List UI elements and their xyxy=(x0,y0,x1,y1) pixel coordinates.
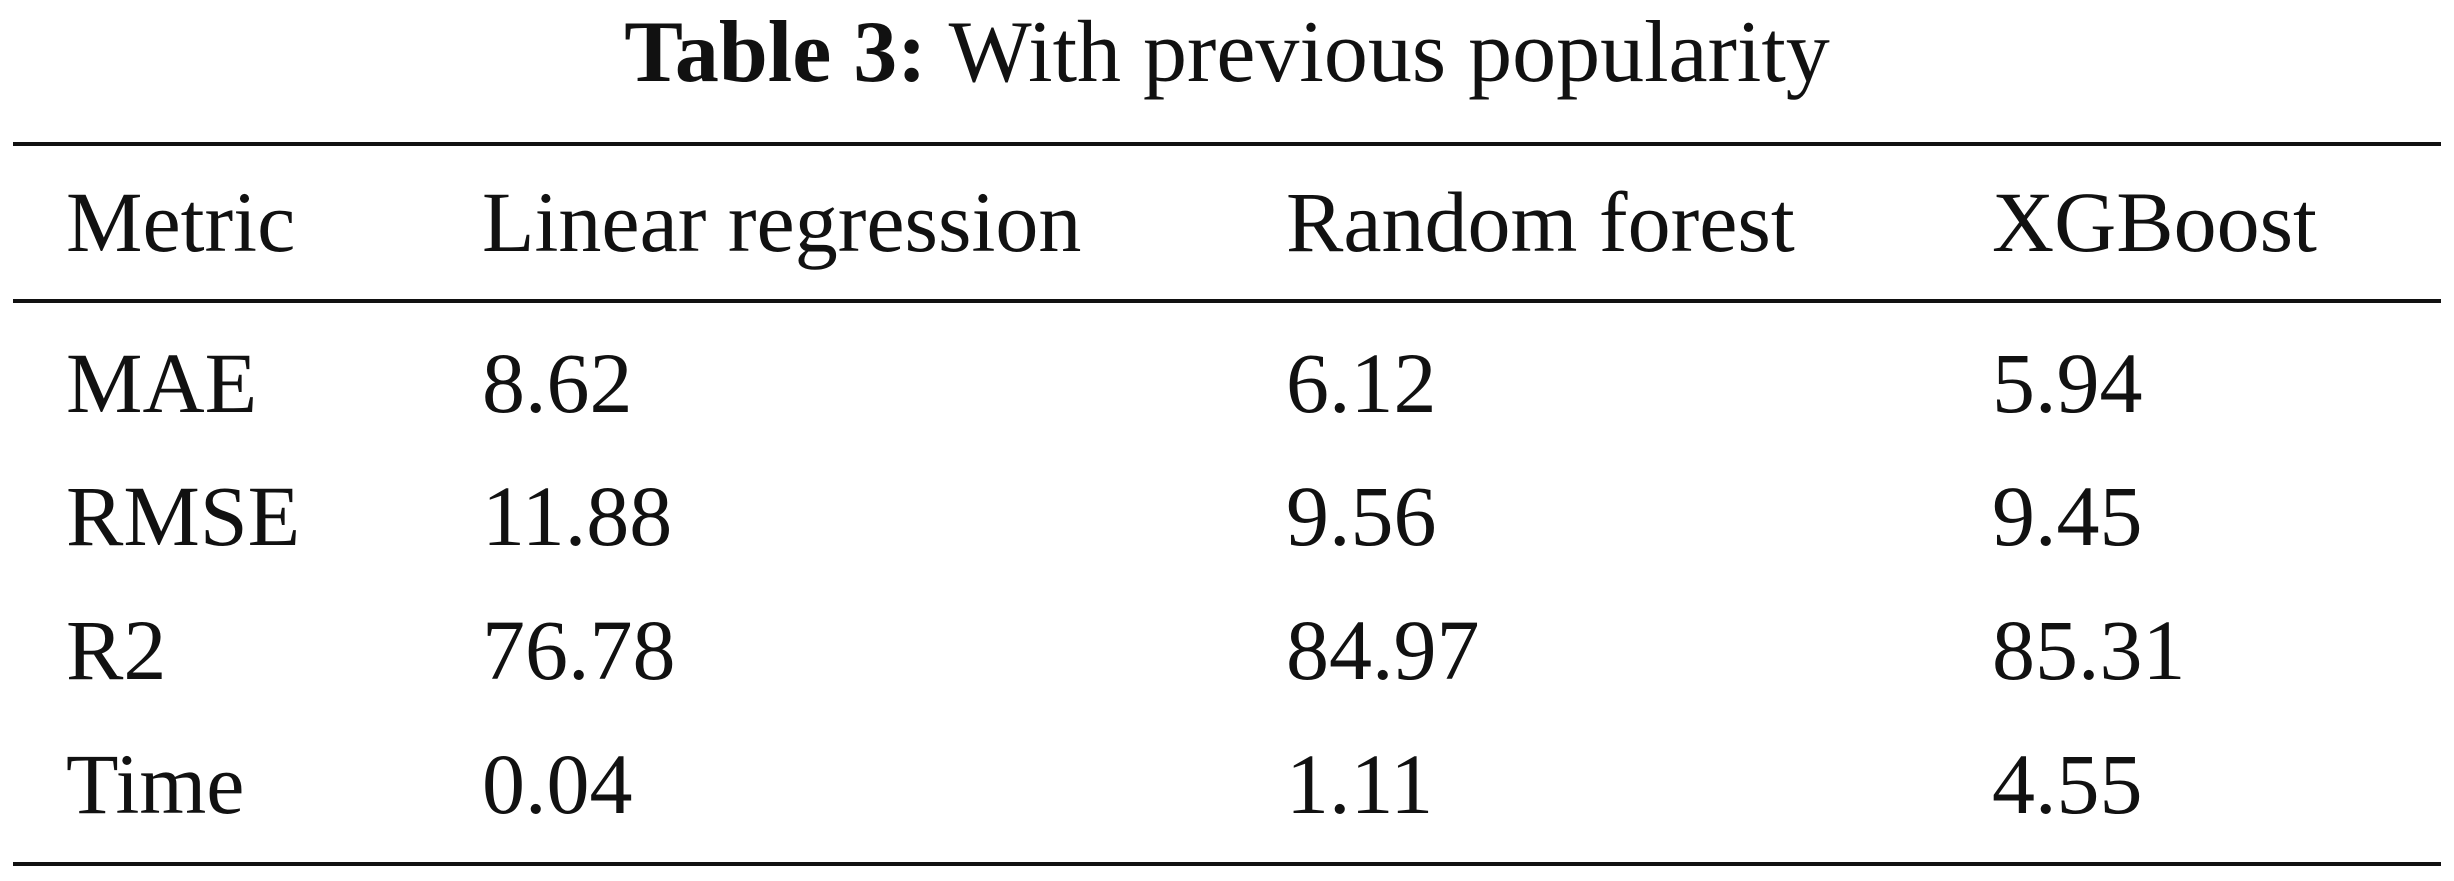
table-cell: 9.56 xyxy=(1286,468,1437,564)
header-cell: Linear regression xyxy=(482,174,1082,270)
table-cell: 1.11 xyxy=(1286,736,1434,832)
caption-label: Table 3: xyxy=(624,4,927,101)
table-cell: 84.97 xyxy=(1286,602,1480,698)
row-label: MAE xyxy=(66,335,258,431)
table-cell: 76.78 xyxy=(482,602,676,698)
caption-text: With previous popularity xyxy=(948,4,1830,101)
top-rule xyxy=(13,142,2441,146)
table-cell: 85.31 xyxy=(1992,602,2186,698)
row-label: R2 xyxy=(66,602,167,698)
table-caption: Table 3: With previous popularity xyxy=(0,8,2454,98)
row-label: RMSE xyxy=(66,468,301,564)
header-cell: Random forest xyxy=(1286,174,1795,270)
bottom-rule xyxy=(13,862,2441,866)
row-label: Time xyxy=(66,736,245,832)
table-cell: 11.88 xyxy=(482,468,673,564)
table-cell: 4.55 xyxy=(1992,736,2143,832)
header-cell: XGBoost xyxy=(1992,174,2317,270)
table-cell: 9.45 xyxy=(1992,468,2143,564)
table-cell: 6.12 xyxy=(1286,335,1437,431)
table-cell: 8.62 xyxy=(482,335,633,431)
mid-rule xyxy=(13,299,2441,303)
header-cell: Metric xyxy=(66,174,296,270)
table-cell: 0.04 xyxy=(482,736,633,832)
table-cell: 5.94 xyxy=(1992,335,2143,431)
